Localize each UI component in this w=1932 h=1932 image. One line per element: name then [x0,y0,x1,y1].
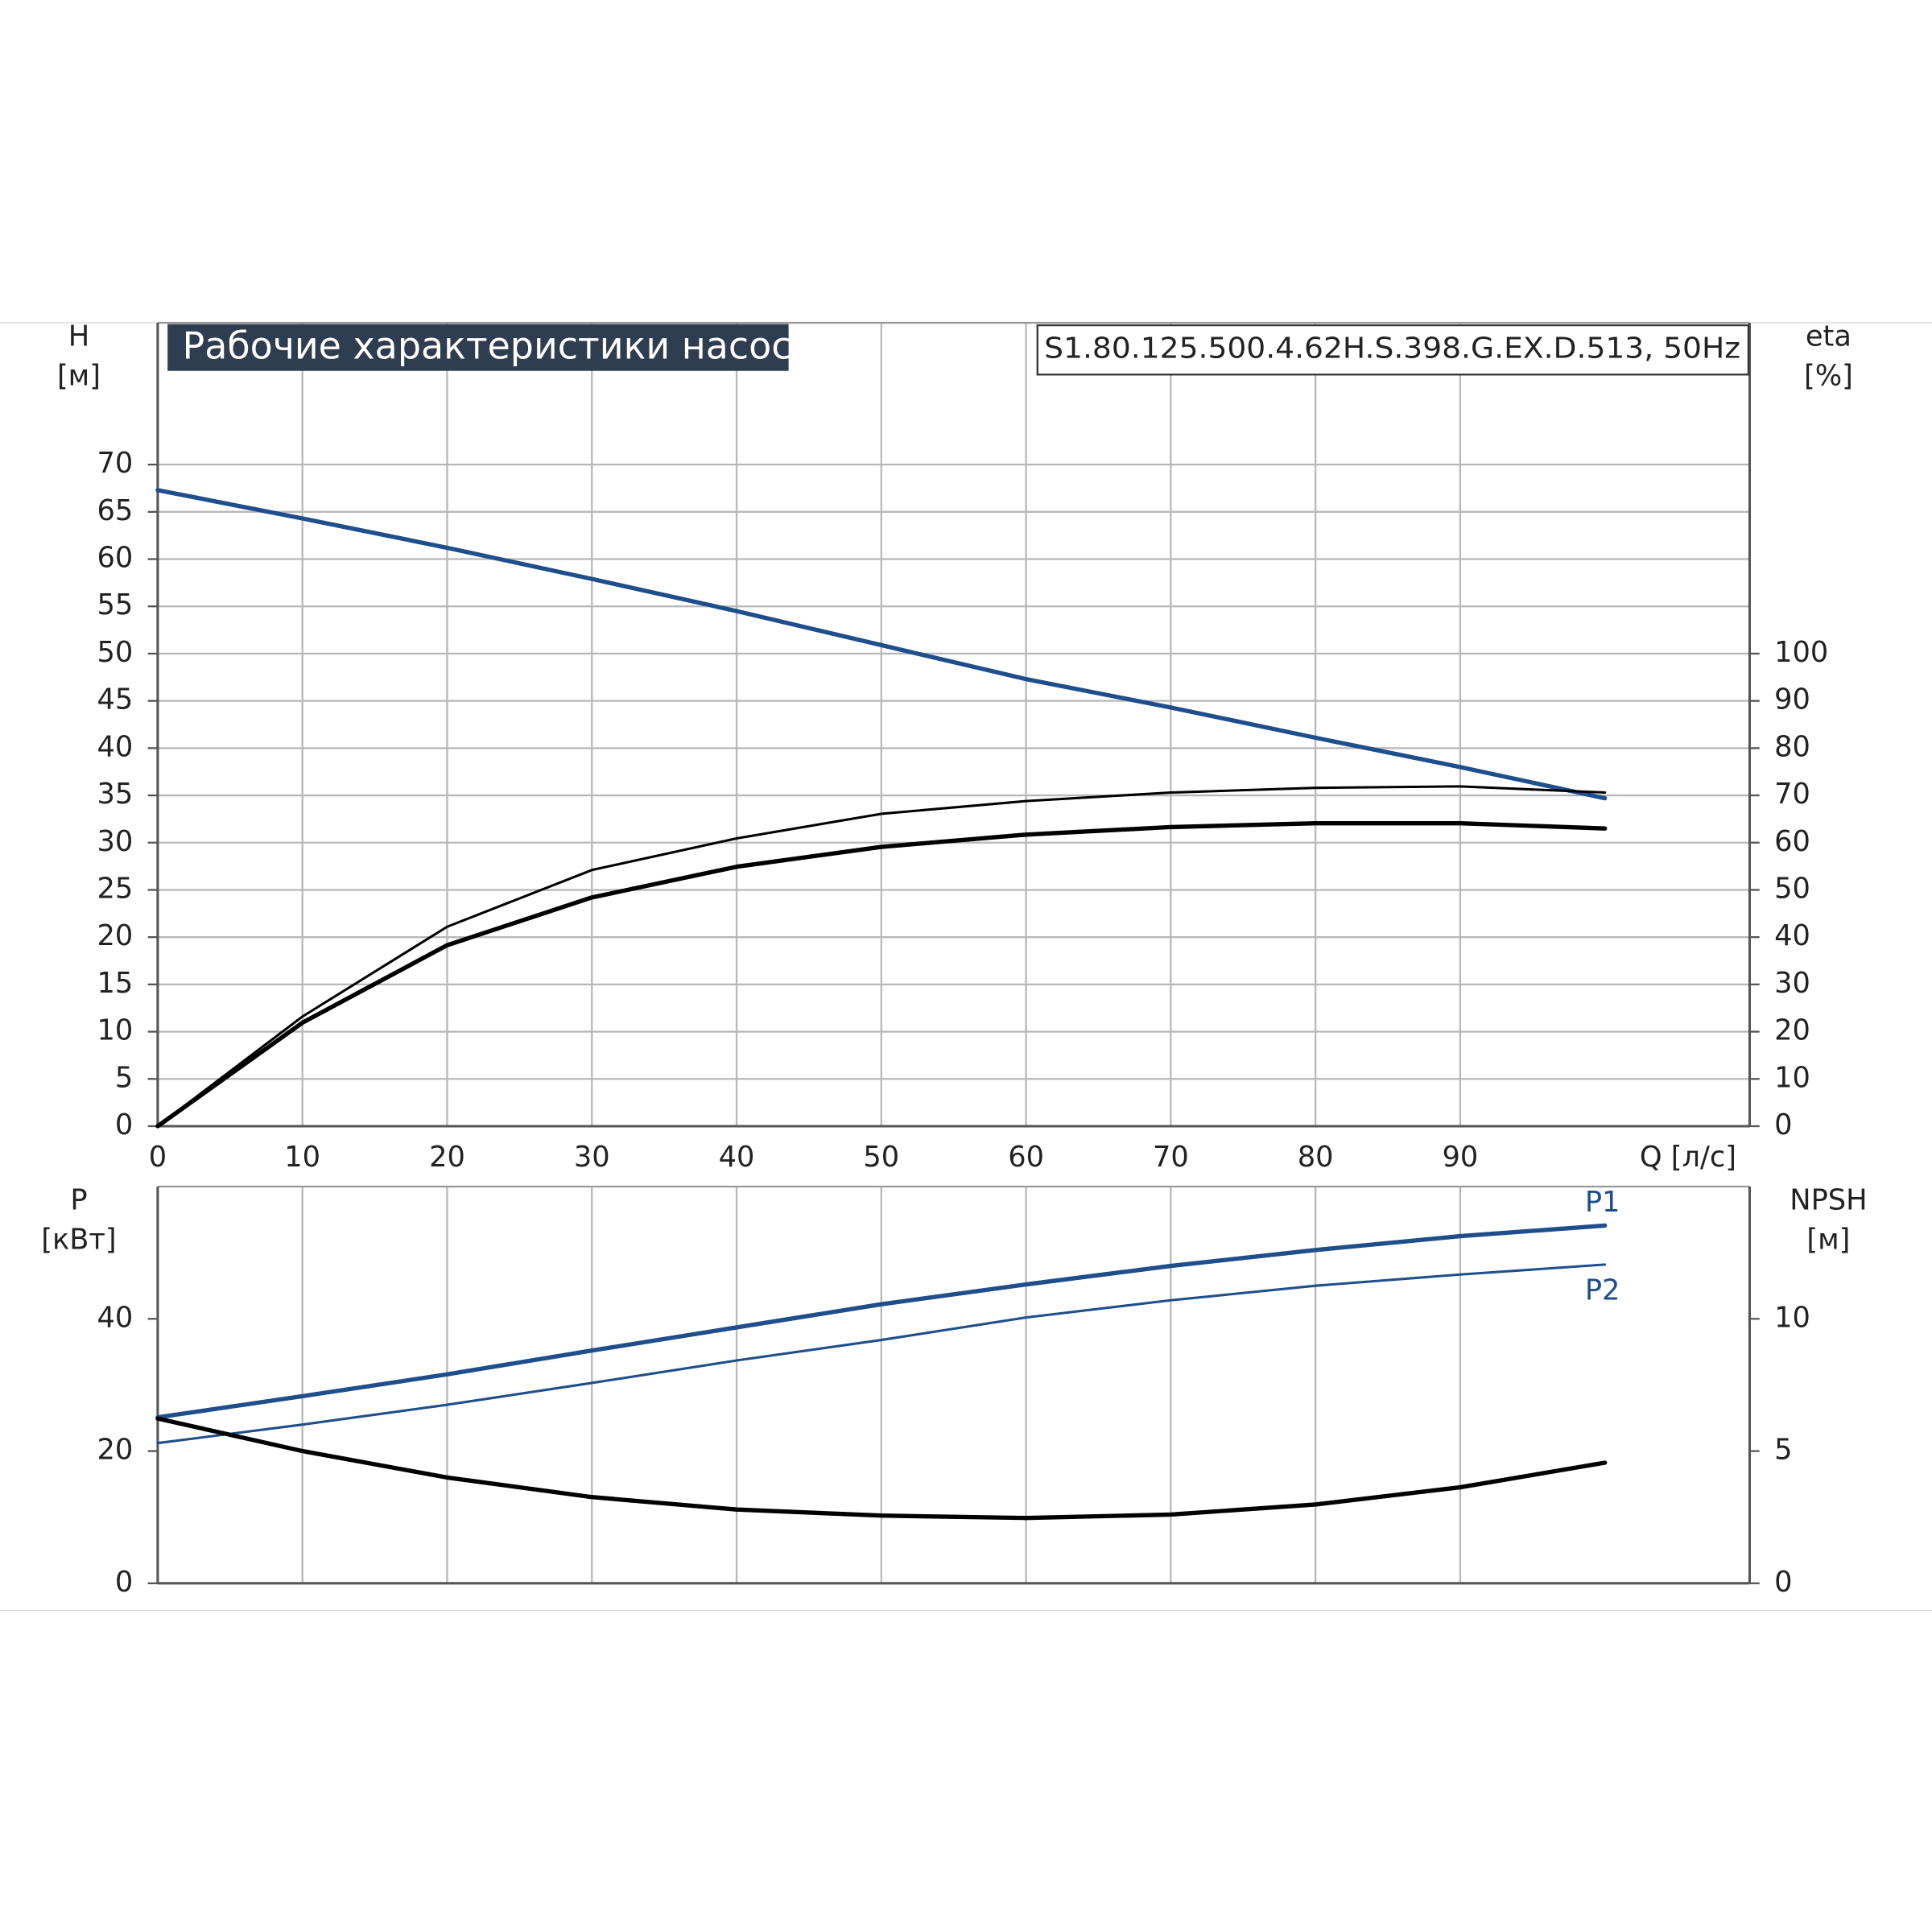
x-tick-label: 90 [1443,1141,1479,1174]
y2-tick-label: 80 [1774,730,1810,763]
y2-tick-label: 50 [1774,872,1810,905]
y-tick-label: 50 [97,636,134,669]
y-unit: [кВт] [41,1223,116,1256]
title-box [167,324,789,371]
y-tick-label: 40 [97,730,134,763]
x-tick-label: 80 [1298,1141,1334,1174]
x-tick-label: 60 [1008,1141,1044,1174]
y-tick-label: 65 [97,494,134,527]
y-tick-label: 40 [97,1301,134,1334]
y-tick-label: 10 [97,1014,134,1047]
y2-tick-label: 60 [1774,825,1810,858]
series-line [155,1223,1608,1420]
y-label: H [68,320,89,353]
x-tick-label: 50 [863,1141,899,1174]
series-line [155,1416,1608,1521]
x-label: Q [л/с] [1640,1141,1736,1174]
y-tick-label: 35 [97,778,134,811]
y-tick-label: 30 [97,825,134,858]
y-tick-label: 25 [97,872,134,905]
series-label: P2 [1585,1274,1620,1307]
y2-label: eta [1806,320,1852,353]
series-line [155,821,1608,1129]
y2-unit: [м] [1806,1223,1850,1256]
y-tick-label: 20 [97,919,134,952]
x-tick-label: 20 [429,1141,465,1174]
y2-tick-label: 5 [1774,1434,1792,1467]
y2-tick-label: 90 [1774,683,1810,716]
y-tick-label: 45 [97,683,134,716]
y2-tick-label: 40 [1774,919,1810,952]
y-tick-label: 20 [97,1434,134,1467]
x-tick-label: 70 [1153,1141,1189,1174]
x-tick-label: 40 [719,1141,755,1174]
subtitle-box [1036,324,1750,376]
y2-tick-label: 0 [1774,1108,1792,1141]
y-tick-label: 0 [115,1566,133,1599]
series-line [156,1263,1607,1445]
y2-tick-label: 10 [1774,1301,1810,1334]
y2-label: NPSH [1790,1183,1867,1216]
y2-tick-label: 30 [1774,967,1810,1000]
y-label: P [70,1183,87,1216]
y-tick-label: 5 [115,1061,133,1094]
y-tick-label: 15 [97,967,134,1000]
y-tick-label: 70 [97,447,134,480]
y-unit: [м] [57,359,101,392]
chart-subtitle: S1.80.125.500.4.62H.S.398.G.EX.D.513, 50… [1044,332,1740,365]
y2-unit: [%] [1804,359,1853,392]
y2-tick-label: 10 [1774,1061,1810,1094]
y2-tick-label: 0 [1774,1566,1792,1599]
y-tick-label: 60 [97,542,134,575]
chart-title: Рабочие характеристики насоса [183,324,815,368]
x-tick-label: 0 [149,1141,167,1174]
y-tick-label: 55 [97,588,134,621]
series-label: P1 [1585,1186,1620,1219]
series-line [155,488,1608,801]
x-tick-label: 30 [574,1141,610,1174]
series-line [156,785,1607,1128]
y2-tick-label: 20 [1774,1014,1810,1047]
x-tick-label: 10 [284,1141,320,1174]
y2-tick-label: 100 [1774,636,1828,669]
y-tick-label: 0 [115,1108,133,1141]
y2-tick-label: 70 [1774,778,1810,811]
